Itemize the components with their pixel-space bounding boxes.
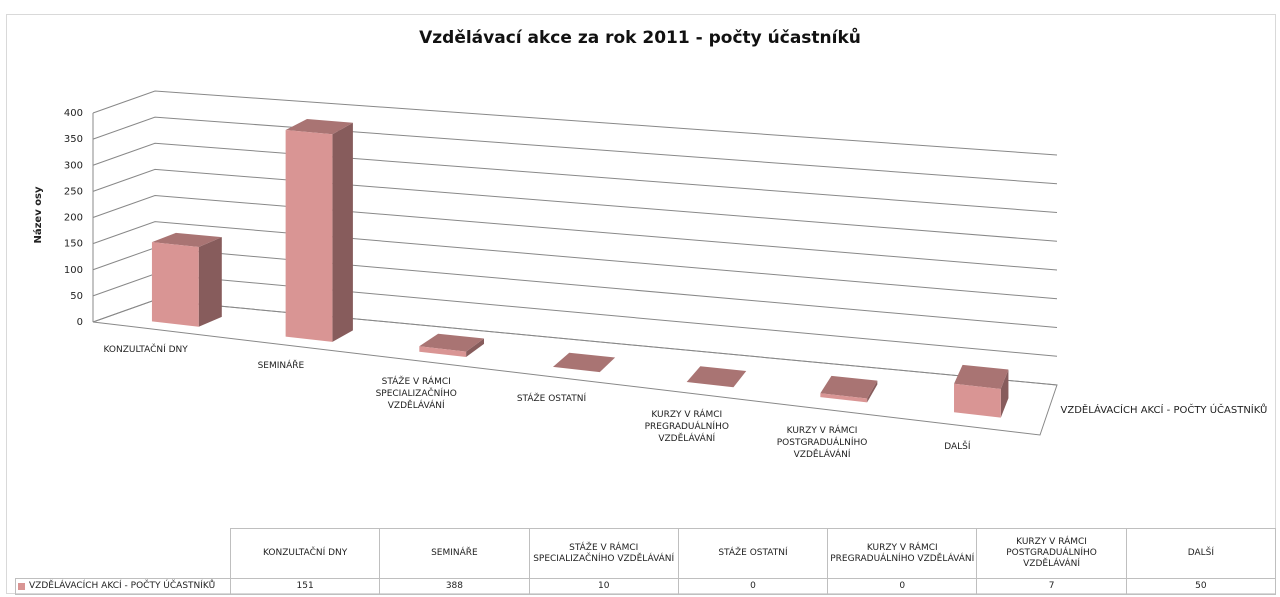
y-tick-label: 200: [64, 213, 83, 224]
bar: [954, 364, 1009, 418]
table-value-cell: 0: [677, 578, 829, 595]
bar: [419, 333, 485, 358]
y-axis-title: Název osy: [32, 186, 44, 244]
table-value-cell: 151: [230, 578, 381, 595]
bar-front: [820, 393, 868, 403]
bar-top: [686, 366, 747, 388]
table-value-cell: 10: [528, 578, 679, 595]
bar: [820, 375, 878, 403]
table-value-cell: 388: [379, 578, 530, 595]
bar: [151, 232, 222, 327]
y-tick-label: 0: [77, 317, 83, 328]
bar-top: [151, 232, 222, 248]
table-header-cell: KONZULTAČNÍ DNY: [230, 528, 381, 579]
bar-side: [867, 380, 878, 403]
table-header-cell: STÁŽE V RÁMCI SPECIALIZAČNÍHO VZDĚLÁVÁNÍ: [528, 528, 679, 579]
table-header-cell: DALŠÍ: [1125, 528, 1276, 579]
grid-line: [92, 247, 1058, 328]
bar-top: [820, 375, 878, 399]
depth-axis-label: VZDĚLÁVACÍCH AKCÍ - POČTY ÚČASTNÍKŮ: [1061, 403, 1268, 416]
y-tick-label: 150: [64, 239, 83, 250]
y-tick-label: 100: [64, 265, 83, 276]
bar-top: [419, 333, 485, 352]
y-tick-label: 50: [70, 291, 83, 302]
chart-frame: [6, 14, 1276, 594]
bar-top: [954, 364, 1009, 389]
bar-top: [552, 352, 616, 373]
grid-line: [92, 221, 1058, 300]
bar-side: [466, 338, 485, 358]
bar: [552, 352, 616, 373]
table-header-cell: KURZY V RÁMCI PREGRADUÁLNÍHO VZDĚLÁVÁNÍ: [827, 528, 978, 579]
x-tick-label: STÁŽE OSTATNÍ: [516, 393, 587, 404]
y-tick-label: 350: [64, 134, 83, 145]
grid-line: [92, 194, 1058, 271]
legend-label: VZDĚLÁVACÍCH AKCÍ - POČTY ÚČASTNÍKŮ: [29, 581, 216, 591]
x-tick-label: KONZULTAČNÍ DNY: [103, 345, 188, 356]
table-value-cell: 50: [1125, 578, 1276, 595]
grid-line: [92, 142, 1058, 213]
x-tick-label: KURZY V RÁMCI POSTGRADUÁLNÍHO VZDĚLÁVÁNÍ: [776, 425, 868, 460]
grid-line: [92, 299, 1058, 386]
bar-front: [419, 346, 467, 358]
bar-side: [332, 122, 353, 342]
y-tick-label: 400: [64, 108, 83, 119]
bar-front: [954, 383, 1001, 418]
grid-line: [92, 168, 1058, 242]
grid-line: [92, 90, 1058, 156]
bar-top: [285, 119, 353, 135]
x-tick-label: KURZY V RÁMCI PREGRADUÁLNÍHO VZDĚLÁVÁNÍ: [644, 409, 729, 444]
bar: [285, 119, 353, 342]
x-tick-label: DALŠÍ: [944, 441, 971, 452]
bar-side: [1000, 369, 1009, 418]
x-tick-label: STÁŽE V RÁMCI SPECIALIZAČNÍHO VZDĚLÁVÁNÍ: [375, 377, 457, 412]
y-tick-label: 250: [64, 186, 83, 197]
table-legend-cell: VZDĚLÁVACÍCH AKCÍ - POČTY ÚČASTNÍKŮ: [15, 578, 231, 595]
chart-title: Vzdělávací akce za rok 2011 - počty účas…: [419, 28, 861, 48]
bar-front: [151, 242, 199, 327]
table-value-cell: 0: [827, 578, 978, 595]
x-tick-label: SEMINÁŘE: [257, 361, 305, 372]
bar: [686, 366, 747, 388]
table-header-cell: KURZY V RÁMCI POSTGRADUÁLNÍHO VZDĚLÁVÁNÍ: [976, 528, 1127, 579]
bar-front: [285, 129, 333, 342]
legend-swatch: [18, 583, 25, 590]
table-value-cell: 7: [976, 578, 1127, 595]
grid-line: [92, 116, 1058, 185]
table-header-cell: SEMINÁŘE: [379, 528, 530, 579]
bar-side: [198, 237, 222, 327]
y-tick-label: 300: [64, 160, 83, 171]
table-header-cell: STÁŽE OSTATNÍ: [677, 528, 829, 579]
